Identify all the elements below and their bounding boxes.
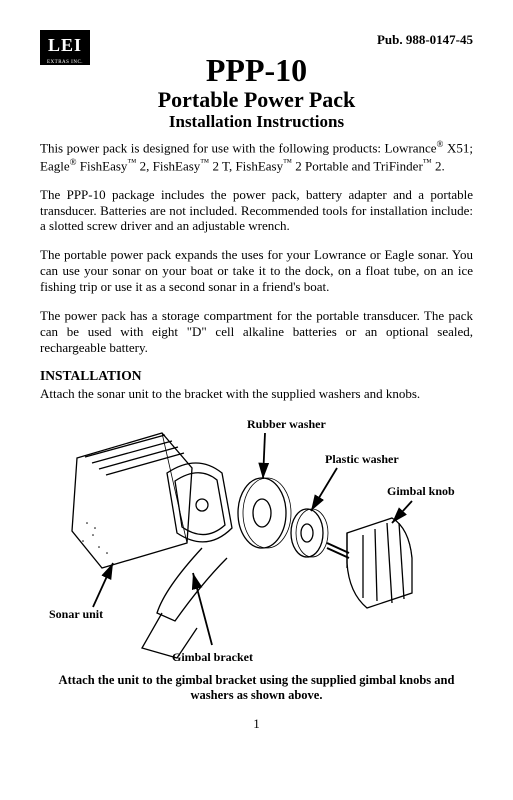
logo-subtext: EXTRAS INC. xyxy=(40,60,90,65)
title-sub2: Installation Instructions xyxy=(40,112,473,132)
sonar-unit-shape xyxy=(72,433,192,568)
para-4: The power pack has a storage compartment… xyxy=(40,308,473,356)
caption: Attach the unit to the gimbal bracket us… xyxy=(40,673,473,703)
rubber-washer-shape xyxy=(238,478,291,548)
p1a: This power pack is designed for use with… xyxy=(40,141,437,156)
label-sonar: Sonar unit xyxy=(49,607,103,621)
section-heading: INSTALLATION xyxy=(40,368,473,384)
title-sub: Portable Power Pack xyxy=(40,88,473,112)
p1f: 2 Portable and TriFinder xyxy=(292,158,423,173)
reg-icon: ® xyxy=(70,157,77,167)
p1c: FishEasy xyxy=(77,158,128,173)
pub-number: Pub. 988-0147-45 xyxy=(377,32,473,48)
logo: LEI EXTRAS INC. xyxy=(40,30,90,70)
p1d: 2, FishEasy xyxy=(136,158,200,173)
tm-icon: ™ xyxy=(423,157,432,167)
label-gbracket: Gimbal bracket xyxy=(172,650,253,664)
para-1: This power pack is designed for use with… xyxy=(40,139,473,173)
label-gimbalk: Gimbal knob xyxy=(387,484,455,498)
gimbal-bracket-shape xyxy=(142,463,232,658)
tm-icon: ™ xyxy=(200,157,209,167)
title-main: PPP-10 xyxy=(40,54,473,88)
label-plastic: Plastic washer xyxy=(325,452,399,466)
diagram-svg: Rubber washer Plastic washer Gimbal knob… xyxy=(47,413,467,673)
para-2: The PPP-10 package includes the power pa… xyxy=(40,187,473,235)
logo-text: LEI xyxy=(40,30,90,60)
label-rubber: Rubber washer xyxy=(247,417,326,431)
para-5: Attach the sonar unit to the bracket wit… xyxy=(40,386,473,402)
plastic-washer-shape xyxy=(291,509,328,557)
assembly-diagram: Rubber washer Plastic washer Gimbal knob… xyxy=(40,413,473,673)
title-block: PPP-10 Portable Power Pack Installation … xyxy=(40,54,473,131)
para-3: The portable power pack expands the uses… xyxy=(40,247,473,295)
page-number: 1 xyxy=(40,716,473,732)
p1g: 2. xyxy=(432,158,445,173)
gimbal-knob-shape xyxy=(327,518,412,608)
tm-icon: ™ xyxy=(283,157,292,167)
p1e: 2 T, FishEasy xyxy=(209,158,283,173)
